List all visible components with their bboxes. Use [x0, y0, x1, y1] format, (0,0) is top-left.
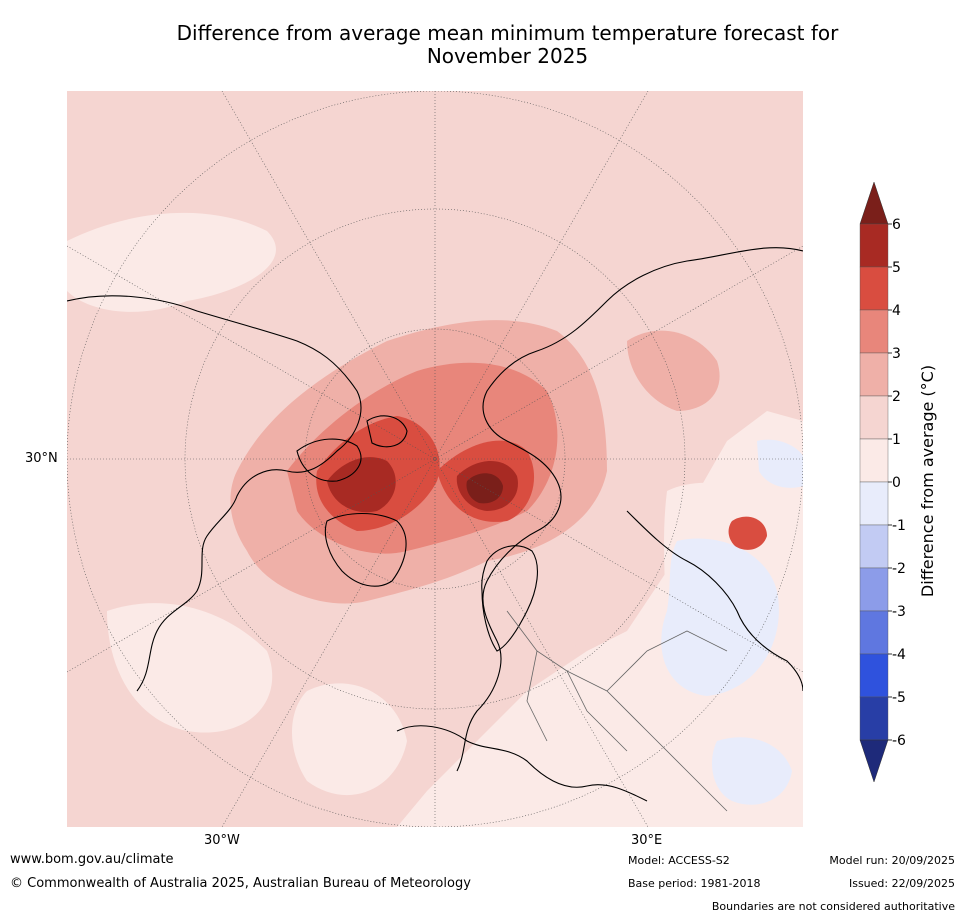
colorbar-tick-label: -3	[892, 604, 906, 620]
colorbar-segment-n0_1	[859, 481, 889, 526]
colorbar-tick-label: 2	[892, 389, 901, 405]
colorbar-tick-label: -4	[892, 647, 906, 663]
colorbar-tick-label: -1	[892, 518, 906, 534]
country-borders	[506, 610, 728, 812]
meridian-line-diagonal-4	[67, 245, 803, 673]
anomaly-patch-0-1-west	[67, 212, 276, 312]
lon-label-30e: 30°E	[631, 833, 663, 848]
coastline-scandinavia	[481, 545, 538, 652]
anomaly-region-neg-0-1-ne	[757, 439, 803, 488]
colorbar-segment-p4_5	[859, 266, 889, 311]
meridian-line-diagonal-1	[221, 91, 649, 827]
colorbar: 6 5 4 3 2 1 0 -1 -2 -3 -4 -5 -6 Difference from aver…	[859, 181, 937, 783]
colorbar-extend-under	[859, 739, 889, 783]
coastline-asia-east	[626, 510, 803, 692]
lon-label-30w: 30°W	[204, 833, 240, 848]
coastline-greenland	[324, 513, 407, 587]
colorbar-tick-label: -2	[892, 561, 906, 577]
anomaly-patch-0-1-atlantic	[292, 683, 407, 796]
colorbar-segment-n1_2	[859, 524, 889, 569]
footer-model: Model: ACCESS-S2	[628, 854, 730, 867]
footer-model-run: Model run: 20/09/2025	[829, 854, 955, 867]
footer-url[interactable]: www.bom.gov.au/climate	[10, 852, 174, 867]
colorbar-segment-n3_4	[859, 610, 889, 655]
footer-base-period: Base period: 1981-2018	[628, 877, 761, 890]
colorbar-extend-over	[859, 181, 889, 225]
colorbar-segment-p0_1	[859, 438, 889, 483]
title-line-2: November 2025	[426, 44, 589, 68]
colorbar-segment-p5_6	[859, 223, 889, 268]
colorbar-tick-label: 6	[892, 217, 901, 233]
colorbar-tick-label: -6	[892, 733, 906, 749]
colorbar-ticks: 6 5 4 3 2 1 0 -1 -2 -3 -4 -5 -6	[888, 217, 906, 749]
colorbar-segment-n5_6	[859, 696, 889, 741]
colorbar-tick-label: 5	[892, 260, 901, 276]
polar-map	[67, 91, 803, 827]
colorbar-segment-n2_3	[859, 567, 889, 612]
colorbar-label: Difference from average (°C)	[918, 365, 937, 597]
footer-disclaimer: Boundaries are not considered authoritat…	[711, 900, 955, 913]
colorbar-tick-label: -5	[892, 690, 906, 706]
coastline-europe-south	[396, 725, 648, 802]
footer-copyright: © Commonwealth of Australia 2025, Austra…	[10, 876, 471, 891]
anomaly-region-neg-0-1-asia	[661, 538, 779, 696]
colorbar-segment-p3_4	[859, 309, 889, 354]
map-title: Difference from average mean minimum tem…	[0, 22, 965, 68]
coastline-north-america	[67, 295, 362, 692]
colorbar-segment-p2_3	[859, 352, 889, 397]
colorbar-tick-label: 1	[892, 432, 901, 448]
coastline-eurasia	[456, 247, 803, 772]
footer-issued: Issued: 22/09/2025	[848, 877, 955, 890]
meridian-line-diagonal-2	[221, 91, 649, 827]
meridian-line-diagonal-3	[67, 245, 803, 673]
colorbar-tick-label: 0	[892, 475, 901, 491]
colorbar-segment-p1_2	[859, 395, 889, 440]
lat-label-30n: 30°N	[25, 451, 58, 466]
anomaly-hotspot-asia	[728, 516, 767, 550]
anomaly-region-neg-0-1-se	[712, 737, 792, 805]
colorbar-segments	[859, 181, 889, 783]
colorbar-tick-label: 3	[892, 346, 901, 362]
coastline-canadian-archipelago	[296, 415, 408, 482]
colorbar-tick-label: 4	[892, 303, 901, 319]
title-line-1: Difference from average mean minimum tem…	[176, 21, 839, 45]
anomaly-patch-0-1-south	[107, 603, 273, 733]
anomaly-region-5-6	[327, 457, 396, 513]
anomaly-patch-2-3-east	[627, 330, 720, 411]
colorbar-segment-n4_5	[859, 653, 889, 698]
anomaly-region-over-6	[466, 473, 503, 504]
